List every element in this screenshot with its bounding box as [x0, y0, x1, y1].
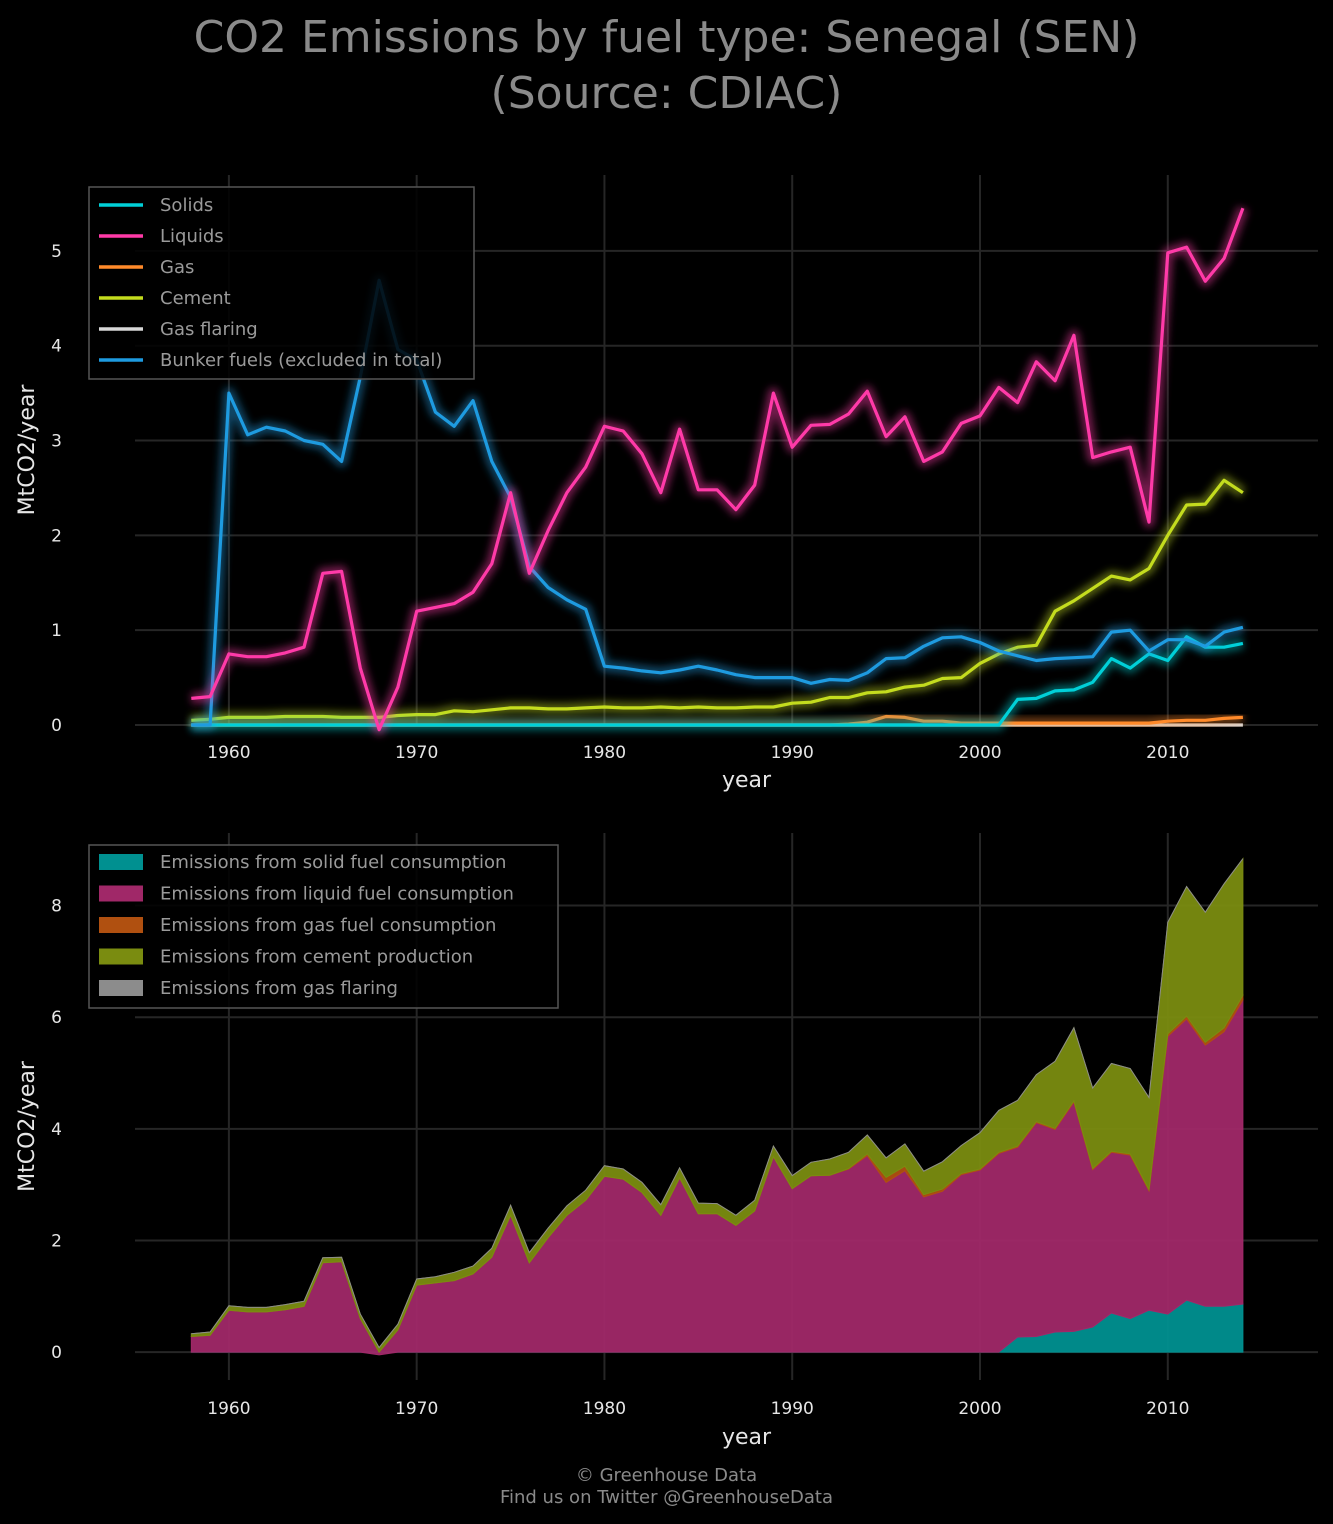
- y-tick-label: 4: [51, 1120, 62, 1140]
- area-gas_flaring: [191, 858, 1244, 1349]
- legend-label: Emissions from solid fuel consumption: [160, 852, 506, 873]
- x-tick-label: 2000: [958, 1399, 1001, 1419]
- legend-item-gas_flaring: Gas flaring: [99, 319, 258, 340]
- y-axis-label: MtCO2/year: [15, 384, 40, 516]
- x-tick-label: 1980: [583, 1399, 626, 1419]
- y-tick-label: 4: [51, 337, 62, 357]
- x-tick-label: 1990: [771, 743, 814, 763]
- legend-label: Emissions from gas fuel consumption: [160, 915, 496, 936]
- y-tick-label: 2: [51, 526, 62, 546]
- y-tick-label: 1: [51, 621, 62, 641]
- y-tick-label: 0: [51, 1343, 62, 1363]
- series-line-solids: [191, 635, 1244, 727]
- legend: Emissions from solid fuel consumption Emi…: [88, 844, 559, 1009]
- legend-label: Cement: [160, 288, 231, 309]
- legend-swatch: [99, 948, 143, 965]
- legend-item-solids: Solids: [99, 195, 213, 216]
- legend: Solids Liquids Gas Cement Gas flaring Bunker …: [88, 186, 475, 380]
- x-tick-label: 2010: [1146, 743, 1189, 763]
- y-axis-label: MtCO2/year: [15, 1060, 40, 1192]
- stacked-area-chart: 1960 1970 1980 1990 2000 2010 0 2 4 6 8 year MtCO2/y…: [15, 833, 1318, 1450]
- y-tick-label: 2: [51, 1231, 62, 1251]
- legend-box: [88, 186, 475, 380]
- legend-label: Solids: [160, 195, 213, 216]
- series-line-liquids: [191, 207, 1245, 732]
- legend-item-gas_flaring: Emissions from gas flaring: [99, 978, 398, 999]
- legend-item-cement: Emissions from cement production: [99, 947, 473, 968]
- legend-item-gas: Gas: [99, 257, 194, 278]
- legend-swatch: [99, 885, 143, 902]
- legend-item-solids: Emissions from solid fuel consumption: [99, 852, 506, 873]
- x-tick-label: 1960: [207, 743, 250, 763]
- x-axis-label: year: [722, 768, 772, 793]
- legend-swatch: [99, 980, 143, 996]
- legend-label: Gas flaring: [160, 319, 258, 340]
- legend-label: Liquids: [160, 226, 224, 247]
- footer: © Greenhouse Data Find us on Twitter @Gr…: [0, 1465, 1333, 1509]
- legend-label: Emissions from gas flaring: [160, 978, 398, 999]
- x-tick-label: 1990: [771, 1399, 814, 1419]
- x-tick-label: 1970: [395, 743, 438, 763]
- y-tick-label: 6: [51, 1008, 62, 1028]
- chart-title-line1: CO2 Emissions by fuel type: Senegal (SEN…: [193, 12, 1140, 63]
- y-tick-label: 5: [51, 242, 62, 262]
- x-tick-label: 1980: [583, 743, 626, 763]
- legend-label: Emissions from liquid fuel consumption: [160, 884, 514, 905]
- y-tick-label: 3: [51, 432, 62, 452]
- legend-item-liquids: Emissions from liquid fuel consumption: [99, 884, 514, 905]
- legend-box: [88, 844, 559, 1009]
- legend-item-gas: Emissions from gas fuel consumption: [99, 915, 496, 936]
- y-tick-label: 8: [51, 897, 62, 917]
- footer-copyright: © Greenhouse Data: [575, 1465, 758, 1486]
- chart-title-line2: (Source: CDIAC): [490, 68, 843, 119]
- legend-item-liquids: Liquids: [99, 226, 224, 247]
- legend-item-bunker: Bunker fuels (excluded in total): [99, 350, 442, 371]
- x-tick-label: 1970: [395, 1399, 438, 1419]
- area-liquids: [190, 998, 1244, 1356]
- legend-swatch: [99, 854, 143, 870]
- legend-label: Emissions from cement production: [160, 947, 473, 968]
- x-tick-label: 2000: [958, 743, 1001, 763]
- line-chart: 1960 1970 1980 1990 2000 2010 0 1 2 3 4 5 year MtCO2/…: [15, 175, 1318, 793]
- legend-label: Bunker fuels (excluded in total): [160, 350, 442, 371]
- legend-item-cement: Cement: [99, 288, 231, 309]
- x-tick-label: 2010: [1146, 1399, 1189, 1419]
- legend-swatch: [99, 917, 143, 933]
- series-line-cement: [191, 478, 1244, 722]
- footer-twitter: Find us on Twitter @GreenhouseData: [499, 1487, 834, 1508]
- x-axis-label: year: [722, 1425, 772, 1450]
- x-tick-label: 1960: [207, 1399, 250, 1419]
- y-tick-label: 0: [51, 716, 62, 736]
- chart-title: CO2 Emissions by fuel type: Senegal (SEN…: [0, 10, 1333, 122]
- legend-label: Gas: [160, 257, 194, 278]
